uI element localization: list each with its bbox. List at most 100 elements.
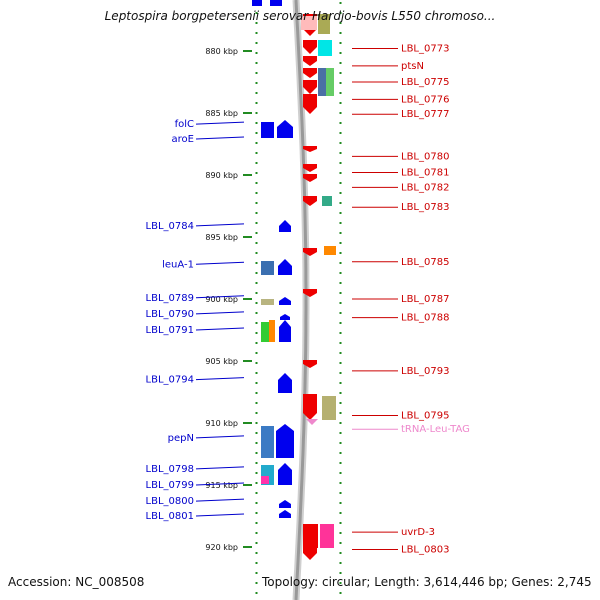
ruler-dot [339,562,342,564]
ruler-dot [339,82,342,84]
feature-block [269,320,275,342]
ruler-dot [255,542,258,544]
feature-block [322,396,336,420]
kbp-label: 890 kbp [205,171,238,180]
ruler-dot [339,122,342,124]
ruler-dot [339,392,342,394]
ruler-dot [255,12,258,14]
reverse-gene-arrow [303,546,317,560]
gene-label: LBL_0798 [146,464,194,475]
leader-line [195,513,245,517]
ruler-dot [255,582,258,584]
gene-label: LBL_0782 [401,182,449,193]
ruler-dot [339,462,342,464]
ruler-dot [255,222,258,224]
feature-block [326,68,334,96]
forward-gene-arrow [279,500,291,508]
cds-block [270,0,282,6]
ruler-dot [339,52,342,54]
ruler-dot [255,62,258,64]
ruler-dot [339,222,342,224]
ruler-dot [255,492,258,494]
ruler-dot [255,172,258,174]
ruler-dot [339,592,342,594]
forward-gene-arrow [279,510,291,518]
ruler-dot [255,252,258,254]
ruler-dot [255,482,258,484]
ruler-dot [339,232,342,234]
ruler-dot [255,462,258,464]
reverse-gene-arrow [303,80,317,94]
ruler-dot [255,92,258,94]
gene-label: LBL_0800 [146,496,194,507]
ruler-dot [339,112,342,114]
ruler-dot [339,492,342,494]
ruler-dot [339,2,342,4]
reverse-gene-arrow [303,174,317,182]
ruler-dot [339,512,342,514]
reverse-gene-arrow [303,248,317,256]
gene-label: LBL_0790 [146,309,194,320]
ruler-dot [255,402,258,404]
ruler-dot [255,412,258,414]
ruler-dot [255,232,258,234]
gene-label: LBL_0795 [401,411,449,422]
ruler-dot [255,72,258,74]
ruler-dot [339,22,342,24]
ruler-dot [339,212,342,214]
ruler-dot [255,122,258,124]
ruler-dot [339,292,342,294]
kbp-label: 880 kbp [205,47,238,56]
gene-label: LBL_0801 [146,511,194,522]
forward-gene-arrow [278,373,292,393]
ruler-dot [339,62,342,64]
ruler-dot [339,32,342,34]
ruler-dot [255,332,258,334]
ruler-dot [255,132,258,134]
forward-gene-arrow [277,120,293,138]
ruler-dot [339,262,342,264]
ruler-dot [255,282,258,284]
ruler-dot [255,442,258,444]
reverse-gene-arrow [303,394,317,420]
ruler-dot [339,102,342,104]
ruler-dot [339,192,342,194]
ruler-dot [255,382,258,384]
reverse-gene-arrow [303,40,317,54]
ruler-dot [339,242,342,244]
reverse-gene-arrow [303,289,317,297]
ruler-dot [255,152,258,154]
ruler-dot [255,212,258,214]
gene-label: LBL_0793 [401,366,449,377]
gene-label: folC [175,119,194,130]
accession-text: Accession: NC_008508 [8,575,145,589]
ruler-dot [255,292,258,294]
forward-gene-arrow [278,259,292,275]
reverse-gene-arrow [303,94,317,114]
ruler-dot [255,52,258,54]
cds-block [252,0,262,6]
trna-glyph [306,419,318,425]
ruler-dot [339,482,342,484]
leader-line [195,136,245,140]
forward-gene-arrow [280,314,290,320]
ruler-dot [255,112,258,114]
gene-label: uvrD-3 [401,527,435,538]
ruler-dot [339,132,342,134]
ruler-dot [339,402,342,404]
ruler-dot [339,152,342,154]
forward-gene-arrow [278,463,292,485]
kbp-label: 915 kbp [205,481,238,490]
ruler-dot [255,552,258,554]
gene-label: LBL_0788 [401,313,449,324]
ruler-dot [339,342,342,344]
ruler-dot [339,272,342,274]
kbp-label: 900 kbp [205,295,238,304]
page-title: Leptospira borgpetersenii serovar Hardjo… [104,9,496,23]
leader-line [195,377,245,381]
ruler-dot [339,72,342,74]
gene-label: LBL_0803 [401,544,449,555]
ruler-dot [339,582,342,584]
feature-block [261,299,274,305]
leader-line [195,466,245,470]
